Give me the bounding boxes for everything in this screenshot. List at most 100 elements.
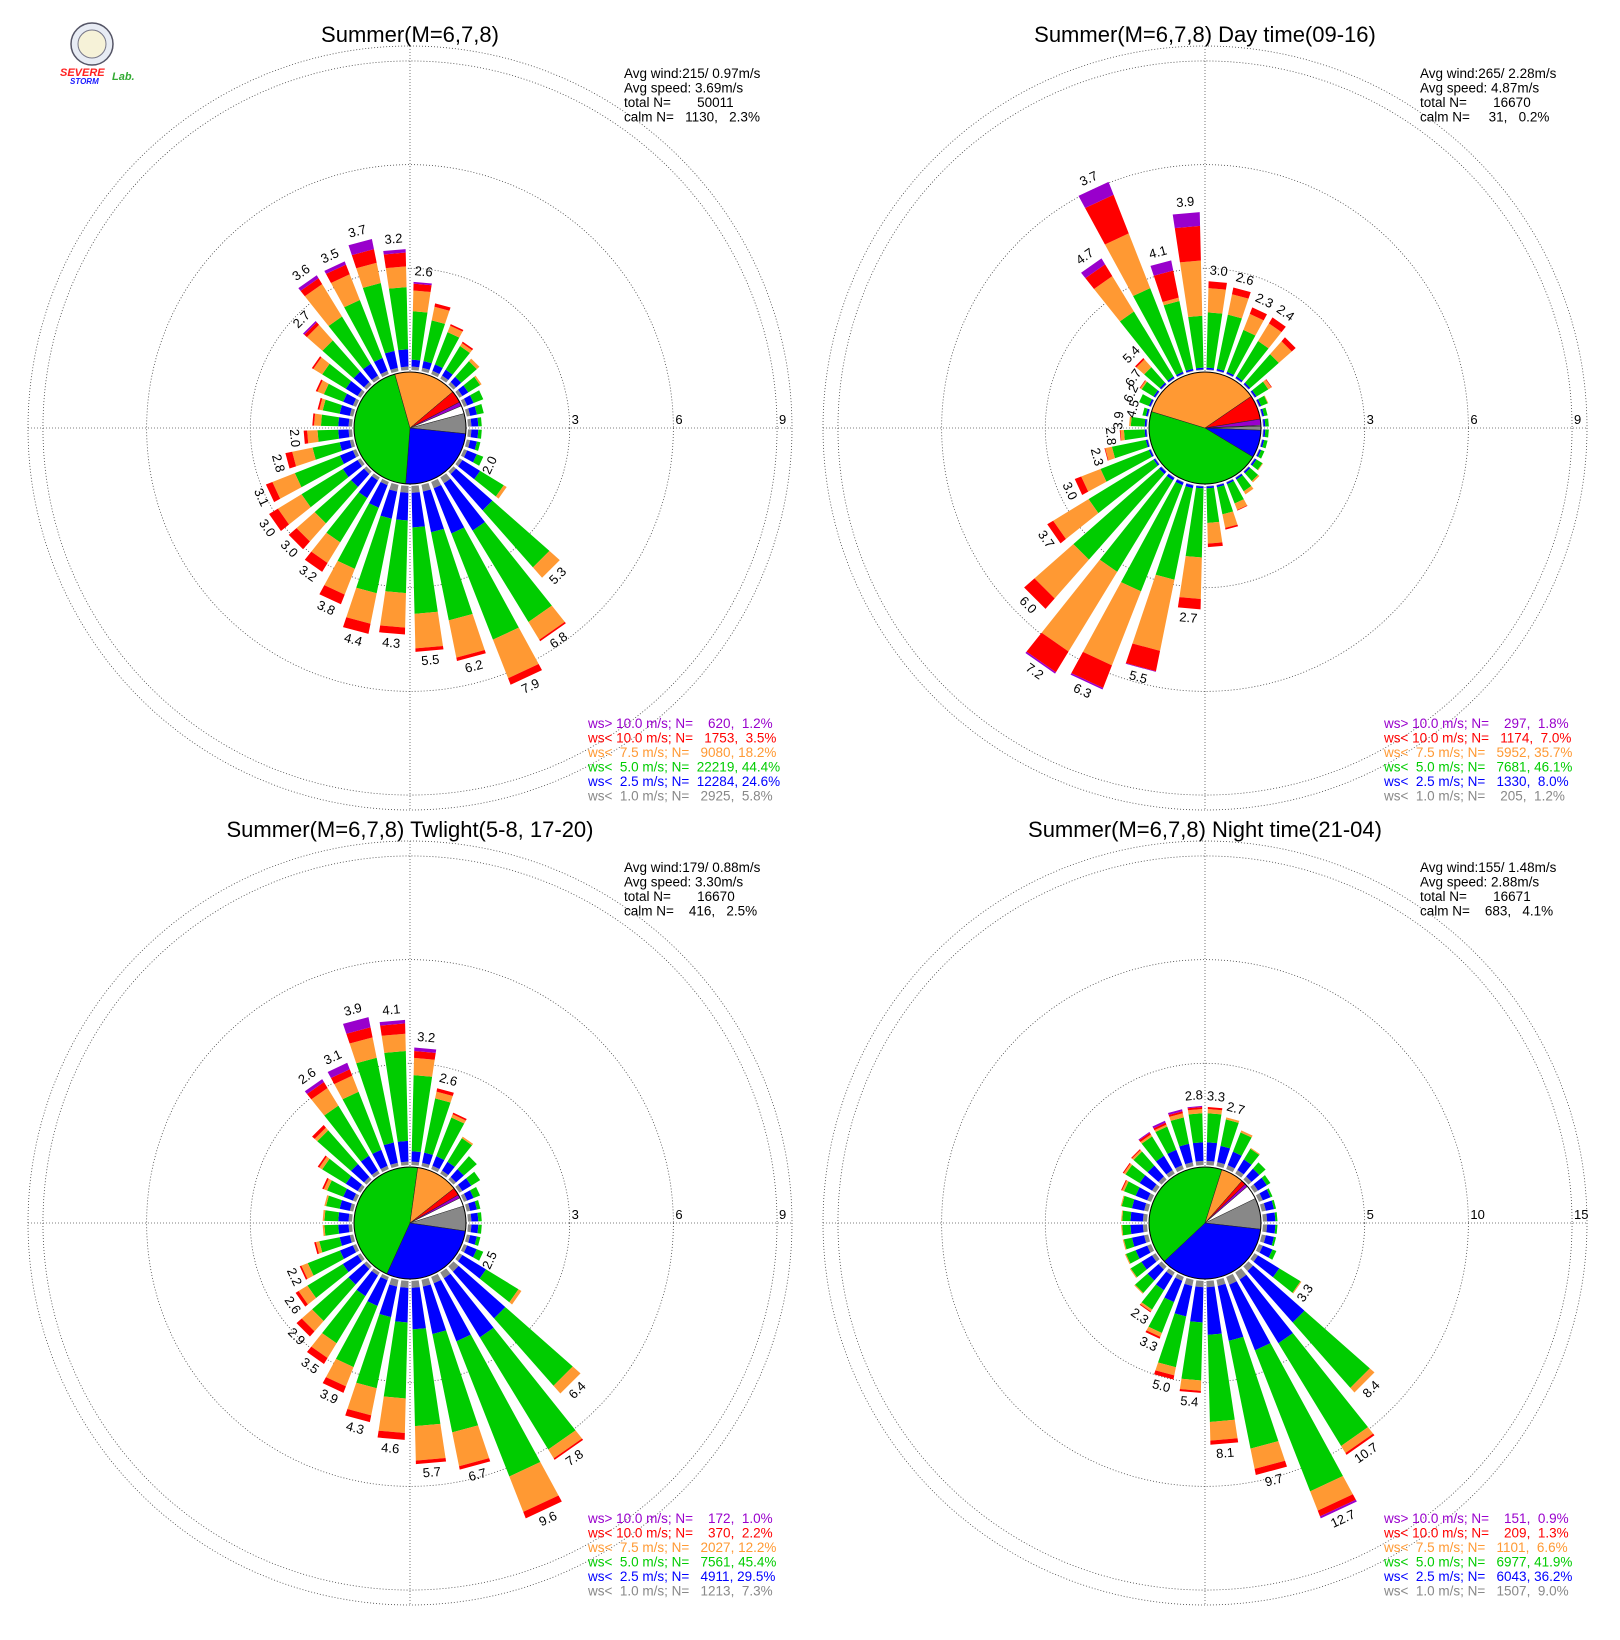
- wind-bar-segment: [1206, 486, 1215, 489]
- wind-bar-segment: [1185, 1162, 1194, 1169]
- wind-bar-segment: [334, 1075, 359, 1100]
- wind-bar-segment: [306, 324, 333, 351]
- wind-bar-segment: [338, 417, 350, 427]
- wind-bar-segment: [451, 527, 519, 640]
- bar-value-label: 3.8: [315, 597, 338, 618]
- wind-bar-segment: [1131, 1199, 1147, 1211]
- stat-line: total N= 16670: [624, 889, 735, 904]
- wind-bar-segment: [1132, 574, 1175, 651]
- wind-bar-segment: [1123, 1237, 1135, 1250]
- bar-value-label: 4.7: [1073, 245, 1096, 268]
- wind-bar-segment: [383, 1321, 408, 1399]
- wind-bar-segment: [377, 1430, 405, 1440]
- wind-bar-segment: [1154, 1370, 1175, 1380]
- wind-bar-segment: [312, 413, 316, 426]
- wind-bar-segment: [1251, 474, 1260, 483]
- wind-bar-segment: [460, 343, 473, 353]
- wind-bar-segment: [301, 469, 349, 508]
- wind-bar-segment: [1176, 373, 1184, 378]
- wind-bar-segment: [445, 346, 470, 375]
- wind-bar-segment: [1169, 1113, 1184, 1121]
- logo-text-lab: Lab.: [112, 71, 135, 83]
- wind-bar-segment: [1216, 1162, 1225, 1169]
- wind-bar-segment: [301, 1263, 314, 1279]
- wind-bar-segment: [1237, 1159, 1252, 1175]
- wind-bar-segment: [360, 1155, 378, 1175]
- wind-bar-segment: [298, 275, 319, 291]
- wind-bar-segment: [1243, 486, 1254, 495]
- wind-bar-segment: [317, 1155, 327, 1168]
- wind-bar-segment: [1262, 439, 1268, 449]
- wind-bar-segment: [343, 1188, 357, 1201]
- wind-bar-segment: [1176, 478, 1184, 483]
- panel-title: Summer(M=6,7,8) Night time(21-04): [1028, 817, 1382, 842]
- wind-bar-segment: [339, 405, 352, 416]
- wind-bar-segment: [455, 458, 463, 467]
- wind-bar-segment: [378, 1396, 406, 1434]
- wind-bar-segment: [415, 1458, 447, 1465]
- pie-outline: [353, 371, 467, 485]
- wind-bar-segment: [413, 281, 432, 286]
- wind-bar-segment: [1235, 473, 1243, 480]
- bar-value-label: 3.1: [251, 486, 272, 509]
- bar-value-label: 4.3: [344, 1418, 365, 1437]
- bar-value-label: 6.2: [1120, 382, 1141, 405]
- wind-bar-segment: [1125, 1164, 1146, 1184]
- wind-bar-segment: [1170, 1117, 1190, 1147]
- wind-bar-segment: [330, 1069, 353, 1085]
- ring-label: 6: [1470, 412, 1477, 427]
- wind-bar-segment: [1207, 521, 1223, 544]
- wind-bar-segment: [1082, 582, 1141, 666]
- wind-bar-segment: [1259, 1203, 1266, 1212]
- wind-bar-segment: [1250, 391, 1256, 398]
- wind-bar-segment: [479, 1269, 519, 1303]
- wind-bar-segment: [458, 385, 469, 396]
- wind-bar-segment: [1140, 1134, 1153, 1144]
- wind-bar-segment: [1243, 313, 1264, 336]
- wind-bar-segment: [432, 1156, 445, 1170]
- wind-bar-segment: [1310, 1476, 1353, 1511]
- stat-line: total N= 16671: [1420, 889, 1531, 904]
- wind-bar-segment: [342, 1091, 382, 1154]
- wind-bar-segment: [414, 1047, 437, 1053]
- wind-bar-segment: [463, 1190, 474, 1201]
- legend-entry: ws< 7.5 m/s; N= 1101, 6.6%: [1383, 1540, 1568, 1555]
- scale-ring: [42, 60, 778, 796]
- windrose-panel-all: Summer(M=6,7,8)3 6 92.73.63.53.7 3.22.62.05…: [27, 22, 793, 811]
- wind-bar-segment: [395, 1287, 409, 1323]
- wind-bar-segment: [311, 532, 341, 564]
- wind-bar-segment: [422, 360, 432, 370]
- wind-bar-segment: [1177, 597, 1201, 610]
- wind-bar-segment: [323, 1178, 332, 1191]
- wind-bar-segment: [1141, 381, 1158, 397]
- wind-bar-segment: [464, 1203, 471, 1212]
- stat-line: Avg speed: 3.69m/s: [624, 81, 743, 96]
- wind-bar-segment: [1256, 449, 1262, 457]
- wind-bar-segment: [314, 413, 322, 426]
- wind-bar-segment: [1139, 380, 1146, 389]
- wind-bar-segment: [440, 1268, 451, 1279]
- legend-entry: ws< 1.0 m/s; N= 1507, 9.0%: [1383, 1584, 1569, 1599]
- ring-label: 15: [1574, 1207, 1588, 1222]
- wind-bar-segment: [474, 403, 484, 415]
- wind-bar-segment: [532, 550, 560, 578]
- wind-bar-segment: [335, 1301, 378, 1368]
- wind-bar-segment: [1195, 367, 1204, 370]
- stat-line: Avg wind:155/ 1.48m/s: [1420, 860, 1557, 875]
- wind-bar-segment: [1153, 458, 1160, 466]
- wind-bar-segment: [1155, 1362, 1176, 1376]
- bar-value-label: 2.3: [1253, 290, 1276, 311]
- wind-bar-segment: [1206, 1286, 1222, 1335]
- wind-bar-segment: [461, 1136, 474, 1146]
- wind-bar-segment: [1257, 463, 1264, 471]
- wind-bar-segment: [324, 1224, 339, 1236]
- bar-value-label: 3.7: [1077, 168, 1100, 189]
- wind-bar-segment: [314, 1127, 329, 1142]
- wind-bar-segment: [384, 350, 398, 370]
- wind-bar-segment: [1099, 476, 1173, 572]
- wind-bar-segment: [400, 485, 409, 493]
- legend-entry: ws< 2.5 m/s; N= 6043, 36.2%: [1383, 1569, 1572, 1584]
- wind-bar-segment: [298, 1285, 317, 1305]
- wind-bar-segment: [385, 519, 408, 594]
- wind-bar-segment: [1148, 399, 1154, 407]
